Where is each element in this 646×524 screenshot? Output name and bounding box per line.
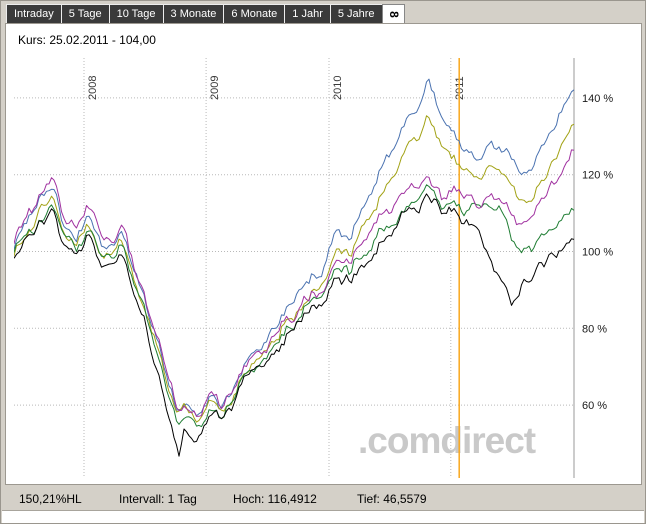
- tab-1-jahr[interactable]: 1 Jahr: [284, 4, 331, 25]
- chart-panel: Kurs: 25.02.2011 - 104,00 .comdirect 140…: [5, 23, 642, 485]
- tab-10-tage[interactable]: 10 Tage: [108, 4, 164, 25]
- y-tick-label: 140 %: [582, 93, 613, 105]
- tab-3-monate[interactable]: 3 Monate: [162, 4, 225, 25]
- statusbar: 150,21%HL Intervall: 1 Tag Hoch: 116,491…: [5, 487, 642, 511]
- x-year-label: 2009: [209, 76, 221, 100]
- kurs-readout: Kurs: 25.02.2011 - 104,00: [18, 33, 156, 47]
- x-year-label: 2008: [87, 76, 99, 100]
- series-line-olive: [14, 115, 575, 423]
- period-tabbar: Intraday 5 Tage 10 Tage 3 Monate 6 Monat…: [6, 4, 405, 25]
- series-line-black: [14, 193, 575, 457]
- status-interval: Intervall: 1 Tag: [119, 492, 197, 506]
- series-line-green: [14, 184, 575, 428]
- tab-6-monate[interactable]: 6 Monate: [223, 4, 286, 25]
- x-year-label: 2010: [332, 76, 344, 100]
- tab-8-label: 8: [386, 11, 401, 18]
- status-low: Tief: 46,5579: [357, 492, 427, 506]
- series-line-blue: [14, 78, 575, 417]
- series-line-magenta: [14, 149, 575, 417]
- y-tick-label: 80 %: [582, 323, 607, 335]
- status-high: Hoch: 116,4912: [233, 492, 317, 506]
- tab-5-tage[interactable]: 5 Tage: [60, 4, 110, 25]
- status-range-hl: 150,21%HL: [19, 492, 82, 506]
- y-tick-label: 120 %: [582, 170, 613, 182]
- y-tick-label: 60 %: [582, 400, 607, 412]
- bottom-strip: [2, 510, 644, 523]
- tab-5-jahre[interactable]: 5 Jahre: [329, 4, 383, 25]
- tab-intraday[interactable]: Intraday: [6, 4, 62, 25]
- y-tick-label: 100 %: [582, 247, 613, 259]
- comdirect-watermark: .comdirect: [358, 420, 536, 461]
- price-chart[interactable]: 140 %120 %100 %80 %60 %2008200920102011: [14, 58, 626, 480]
- tab-8-selected[interactable]: 8: [381, 4, 405, 25]
